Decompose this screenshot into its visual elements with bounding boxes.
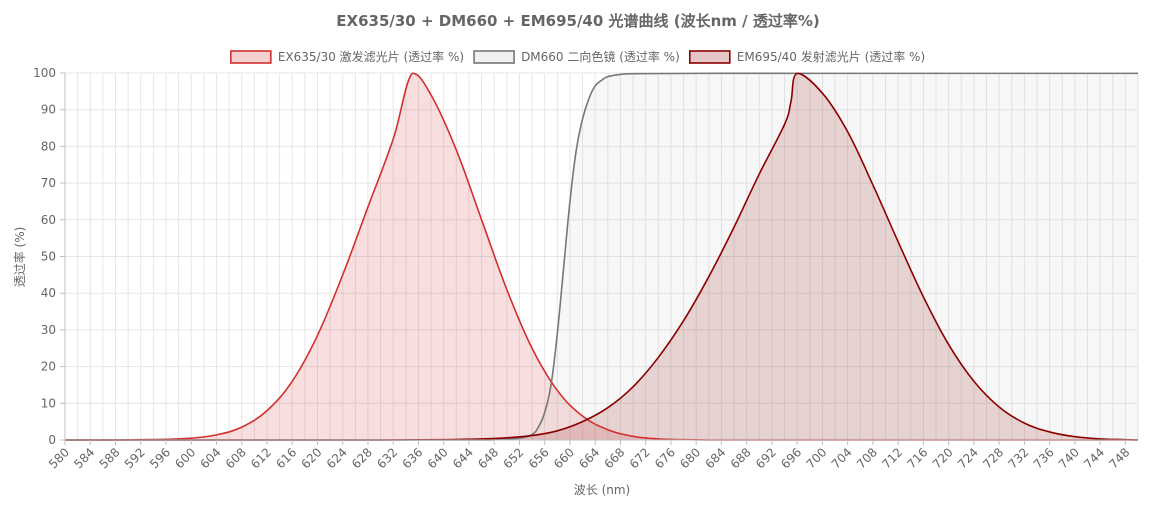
x-tick-label: 580 <box>46 445 72 471</box>
legend-item-0[interactable]: EX635/30 激发滤光片 (透过率 %) <box>230 49 464 64</box>
y-tick-label: 80 <box>41 139 56 153</box>
x-tick-label: 692 <box>753 445 779 471</box>
y-tick-label: 100 <box>33 66 56 80</box>
x-tick-label: 608 <box>223 445 249 471</box>
x-tick-label: 600 <box>172 445 198 471</box>
x-axis-ticks: 580 584 588 592 596 600 604 608 612 616 620 624 628 6… <box>46 440 1133 471</box>
y-tick-label: 60 <box>41 213 56 227</box>
y-tick-label: 20 <box>41 360 56 374</box>
x-tick-label: 656 <box>526 445 552 471</box>
x-tick-label: 748 <box>1106 445 1132 471</box>
series-area-0 <box>65 73 1138 441</box>
x-tick-label: 624 <box>324 445 350 471</box>
x-axis-title: 波长 (nm) <box>574 483 630 497</box>
chart-title: EX635/30 + DM660 + EM695/40 光谱曲线 (波长nm /… <box>336 12 819 30</box>
x-tick-label: 592 <box>122 445 148 471</box>
x-tick-label: 704 <box>829 445 855 471</box>
x-tick-label: 604 <box>198 445 224 471</box>
x-tick-label: 740 <box>1056 445 1082 471</box>
x-tick-label: 680 <box>677 445 703 471</box>
x-tick-label: 644 <box>450 445 476 471</box>
legend-label: EM695/40 发射滤光片 (透过率 %) <box>737 49 925 64</box>
x-tick-label: 700 <box>803 445 829 471</box>
legend-swatch <box>230 50 272 64</box>
x-tick-label: 720 <box>930 445 956 471</box>
y-tick-label: 40 <box>41 286 56 300</box>
series-area-2 <box>65 73 1138 440</box>
y-tick-label: 10 <box>41 396 56 410</box>
x-tick-label: 724 <box>955 445 981 471</box>
x-tick-label: 632 <box>374 445 400 471</box>
x-tick-label: 596 <box>147 445 173 471</box>
legend-label: DM660 二向色镜 (透过率 %) <box>521 49 680 64</box>
y-axis-title: 透过率 (%) <box>12 227 27 288</box>
x-tick-label: 712 <box>879 445 905 471</box>
y-axis-ticks: 0 10 20 30 40 50 60 70 80 90 100 <box>33 66 65 447</box>
x-tick-label: 628 <box>349 445 375 471</box>
x-tick-label: 684 <box>702 445 728 471</box>
legend-swatch <box>688 50 731 64</box>
legend-label: EX635/30 激发滤光片 (透过率 %) <box>278 49 464 64</box>
series-line-1[interactable] <box>65 72 1138 441</box>
x-tick-label: 652 <box>500 445 526 471</box>
x-tick-label: 664 <box>576 445 602 471</box>
series-fills <box>65 73 1138 441</box>
x-tick-label: 676 <box>652 445 678 471</box>
x-tick-label: 640 <box>425 445 451 471</box>
x-tick-label: 672 <box>627 445 653 471</box>
legend-item-1[interactable]: DM660 二向色镜 (透过率 %) <box>473 49 680 64</box>
y-tick-label: 30 <box>41 323 56 337</box>
x-tick-label: 584 <box>71 445 97 471</box>
x-tick-label: 660 <box>551 445 577 471</box>
x-tick-label: 620 <box>298 445 324 471</box>
x-tick-label: 732 <box>1005 445 1031 471</box>
y-tick-label: 70 <box>41 176 56 190</box>
series-line-2[interactable] <box>65 72 1139 441</box>
x-tick-label: 728 <box>980 445 1006 471</box>
series-area-1 <box>65 73 1138 440</box>
x-tick-label: 696 <box>778 445 804 471</box>
x-tick-label: 612 <box>248 445 274 471</box>
x-tick-label: 708 <box>854 445 880 471</box>
y-tick-label: 0 <box>48 433 56 447</box>
legend-swatch <box>473 50 515 64</box>
x-tick-label: 648 <box>475 445 501 471</box>
legend-item-2[interactable]: EM695/40 发射滤光片 (透过率 %) <box>688 49 925 64</box>
x-tick-label: 716 <box>904 445 930 471</box>
x-tick-label: 668 <box>601 445 627 471</box>
x-tick-label: 636 <box>399 445 425 471</box>
x-tick-label: 588 <box>97 445 123 471</box>
y-tick-label: 90 <box>41 103 56 117</box>
x-tick-label: 744 <box>1081 445 1107 471</box>
grid <box>64 72 1139 441</box>
x-tick-label: 736 <box>1031 445 1057 471</box>
x-tick-label: 688 <box>728 445 754 471</box>
x-tick-label: 616 <box>273 445 299 471</box>
legend[interactable]: EX635/30 激发滤光片 (透过率 %) DM660 二向色镜 (透过率 %)… <box>230 49 925 64</box>
y-tick-label: 50 <box>41 250 56 264</box>
